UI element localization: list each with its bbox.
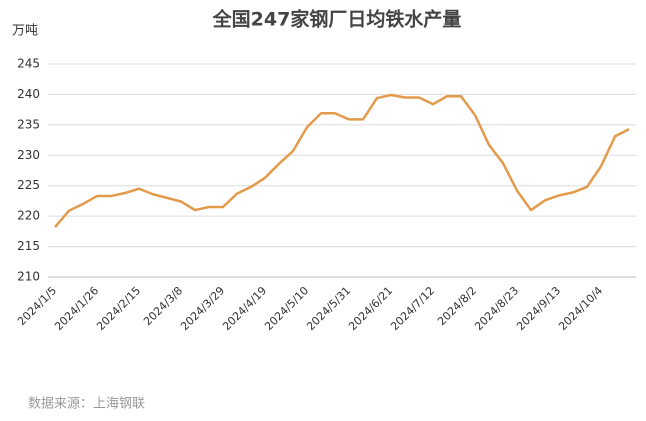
x-tick-label: 2024/9/13 <box>514 284 563 333</box>
line-series <box>54 93 630 228</box>
x-tick-label: 2024/1/26 <box>52 284 101 333</box>
x-tick-label: 2024/3/29 <box>178 284 227 333</box>
y-unit-label: 万吨 <box>12 24 38 39</box>
x-tick-label: 2024/3/8 <box>141 284 185 328</box>
x-tick-label: 2024/8/2 <box>435 284 479 328</box>
x-tick-label: 2024/8/23 <box>472 284 521 333</box>
y-tick-label: 225 <box>17 178 40 192</box>
x-tick-label: 2024/6/21 <box>346 284 395 333</box>
x-tick-label: 2024/10/4 <box>556 284 605 333</box>
x-tick-label: 2024/1/5 <box>15 284 59 328</box>
x-tick-label: 2024/4/19 <box>220 284 269 333</box>
y-tick-label: 215 <box>17 239 40 253</box>
chart-title: 全国247家钢厂日均铁水产量 <box>212 8 462 31</box>
y-tick-label: 220 <box>17 209 40 223</box>
y-tick-label: 245 <box>17 57 40 71</box>
x-tick-label: 2024/5/10 <box>262 284 311 333</box>
y-tick-label: 240 <box>17 87 40 101</box>
y-tick-label: 210 <box>17 270 40 284</box>
y-tick-label: 230 <box>17 148 40 162</box>
x-tick-label: 2024/7/12 <box>388 284 437 333</box>
x-tick-label: 2024/5/31 <box>304 284 353 333</box>
y-tick-label: 235 <box>17 117 40 131</box>
x-tick-label: 2024/2/15 <box>94 284 143 333</box>
source-note: 数据来源：上海钢联 <box>28 397 145 412</box>
